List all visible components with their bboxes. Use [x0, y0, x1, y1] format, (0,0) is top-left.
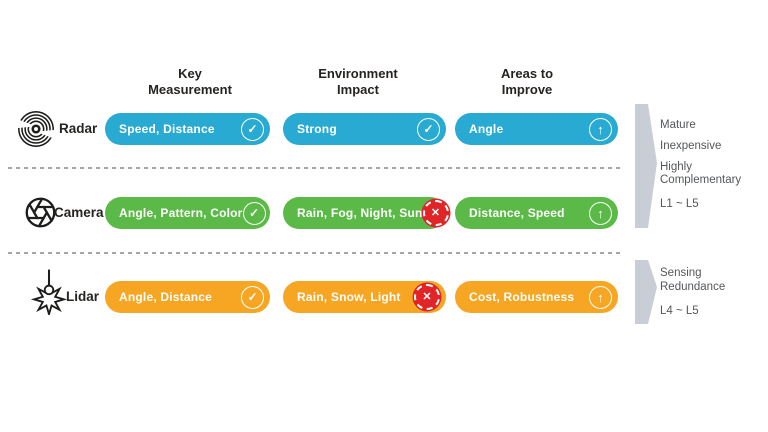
radar-label: Radar — [59, 121, 98, 136]
camera-aperture-icon — [25, 197, 56, 228]
annotation-item: Mature — [660, 119, 696, 131]
check-icon: ✓ — [241, 117, 264, 141]
column-header-areas-to-improve: Areas to Improve — [442, 66, 612, 98]
header-line: Environment — [318, 66, 398, 81]
header-line: Key — [178, 66, 202, 81]
annotation-item: Highly Complementary — [660, 160, 742, 187]
pill-text: Rain, Snow, Light — [297, 290, 401, 304]
camera-key-measurement-pill: Angle, Pattern, Color ✓ — [105, 197, 270, 229]
lidar-icon — [30, 269, 68, 315]
camera-environment-impact-pill: Rain, Fog, Night, Sun ✕ — [283, 197, 449, 229]
column-header-environment-impact: Environment Impact — [273, 66, 443, 98]
pill-text: Angle, Pattern, Color — [119, 206, 243, 220]
pill-text: Speed, Distance — [119, 122, 215, 136]
lidar-key-measurement-pill: Angle, Distance ✓ — [105, 281, 270, 313]
annotation-item: Sensing Redundance — [660, 267, 726, 293]
lidar-annotation: Sensing Redundance L4 ~ L5 — [660, 267, 752, 325]
check-icon: ✓ — [241, 285, 264, 309]
pill-text: Angle — [469, 122, 504, 136]
pill-text: Cost, Robustness — [469, 290, 575, 304]
radar-areas-to-improve-pill: Angle ↑ — [455, 113, 618, 145]
annotation-item: Inexpensive — [660, 139, 722, 152]
arrow-up-icon: ↑ — [589, 285, 612, 309]
camera-areas-to-improve-pill: Distance, Speed ↑ — [455, 197, 618, 229]
annotation-item: L4 ~ L5 — [660, 304, 699, 317]
radar-camera-annotation: Mature Inexpensive Highly Complementary … — [660, 119, 768, 219]
pill-text: Angle, Distance — [119, 290, 213, 304]
radar-key-measurement-pill: Speed, Distance ✓ — [105, 113, 270, 145]
pill-text: Distance, Speed — [469, 206, 565, 220]
radar-camera-bracket — [635, 104, 657, 228]
check-icon: ✓ — [242, 201, 266, 225]
cross-icon: ✕ — [422, 200, 449, 226]
pill-text: Rain, Fog, Night, Sun — [297, 206, 423, 220]
header-line: Improve — [501, 82, 553, 97]
lidar-label: Lidar — [66, 289, 100, 304]
pill-text: Strong — [297, 122, 337, 136]
annotation-item: L1 ~ L5 — [660, 198, 699, 211]
row-divider — [8, 167, 622, 169]
radar-icon — [17, 111, 55, 147]
header-line: Areas to — [500, 66, 554, 81]
radar-environment-impact-pill: Strong ✓ — [283, 113, 446, 145]
arrow-up-icon: ↑ — [589, 201, 612, 225]
row-divider — [8, 252, 622, 254]
cross-icon: ✕ — [414, 284, 440, 310]
lidar-areas-to-improve-pill: Cost, Robustness ↑ — [455, 281, 618, 313]
lidar-environment-impact-pill: Rain, Snow, Light ✕ — [283, 281, 446, 313]
lidar-bracket — [635, 260, 657, 324]
check-icon: ✓ — [417, 117, 440, 141]
camera-label: Camera — [54, 205, 104, 220]
header-line: Impact — [337, 82, 379, 97]
header-line: Measurement — [148, 82, 232, 97]
arrow-up-icon: ↑ — [589, 117, 612, 141]
column-header-key-measurement: Key Measurement — [105, 66, 275, 98]
